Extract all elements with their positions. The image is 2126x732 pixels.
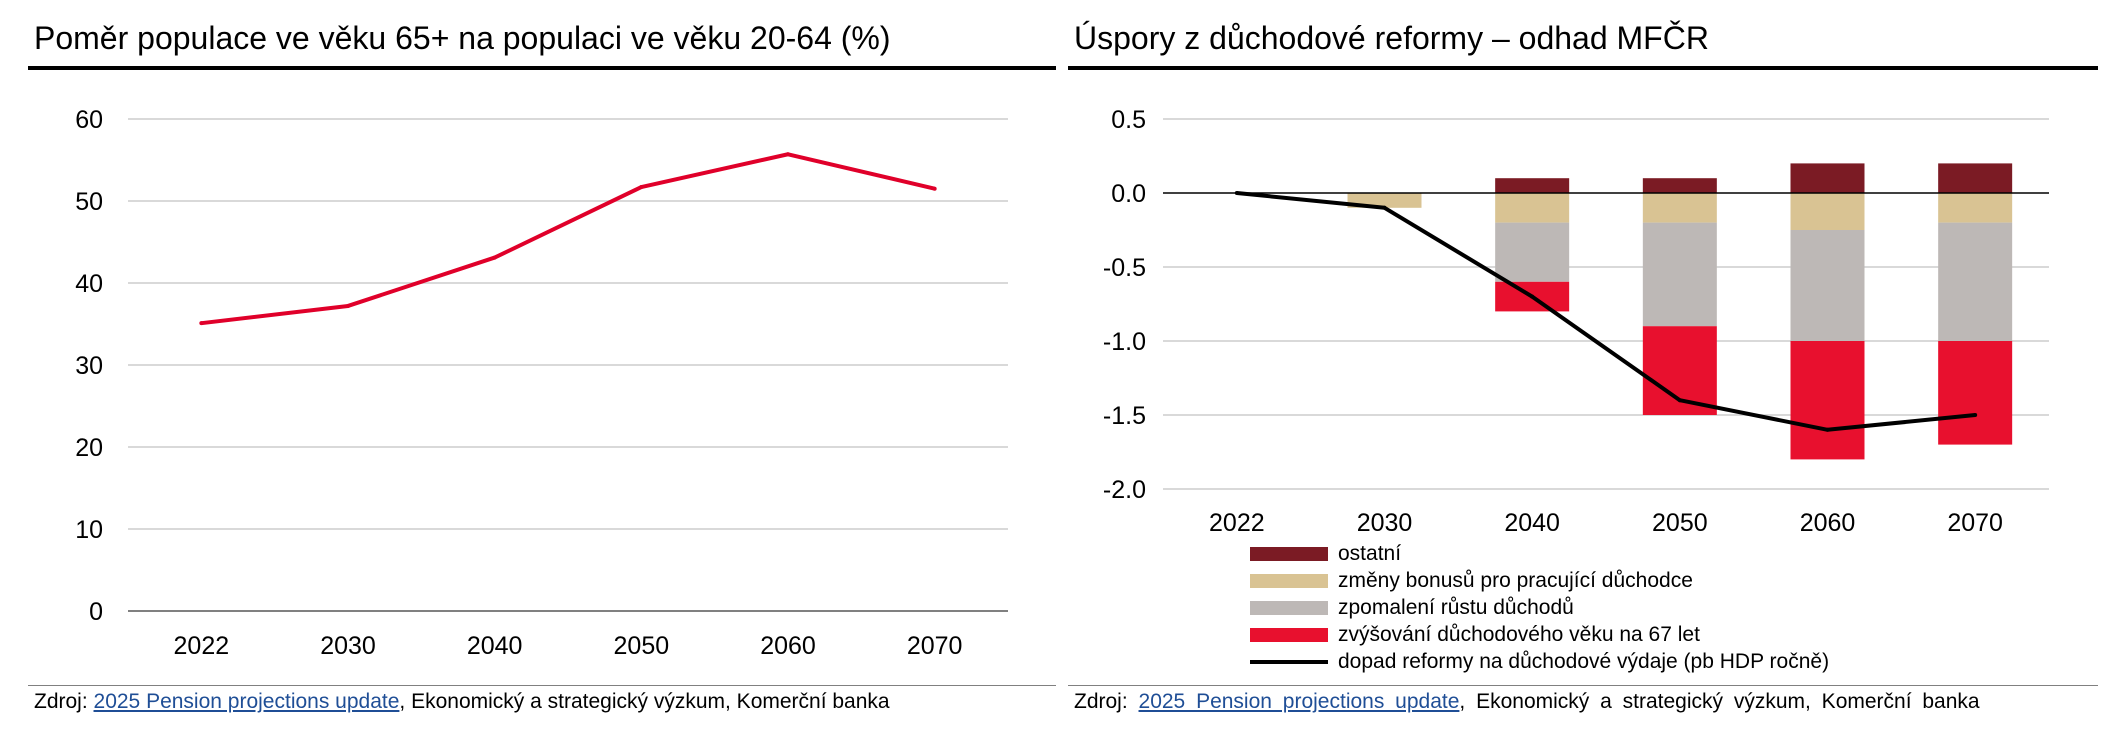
y-tick-label: -2.0 <box>1103 476 1146 504</box>
source-prefix: Zdroj: <box>1074 690 1139 713</box>
y-tick-label: 20 <box>75 434 103 462</box>
legend-swatch <box>1250 600 1328 615</box>
title-rule-left <box>28 66 1056 70</box>
reform-savings-chart: 0.5 0.0 -0.5 -1.0 -1.5 -2.0 2022 2030 2040 2050 20… <box>1103 106 2049 537</box>
legend-item: ostatní <box>1250 540 1829 567</box>
y-tick-label: 40 <box>75 270 103 298</box>
x-tick-label: 2050 <box>614 632 670 660</box>
impact-point <box>1530 294 1535 299</box>
y-tick-label: -1.0 <box>1103 328 1146 356</box>
legend-swatch <box>1250 627 1328 642</box>
bar-segment <box>1938 163 2013 193</box>
bar-segment <box>1938 222 2013 341</box>
y-tick-label: 60 <box>75 106 103 134</box>
data-point <box>786 152 790 157</box>
y-tick-label: -1.5 <box>1103 402 1146 430</box>
x-tick-label: 2060 <box>1800 509 1856 537</box>
legend-swatch <box>1250 573 1328 588</box>
bar-segment <box>1938 341 2013 445</box>
chart-title-right: Úspory z důchodové reformy – odhad MFČR <box>1074 20 1709 56</box>
x-tick-label: 2040 <box>1504 509 1560 537</box>
source-suffix: , Ekonomický a strategický výzkum, Komer… <box>399 690 890 713</box>
bar-segment <box>1938 193 2013 223</box>
source-link[interactable]: 2025 Pension projections update <box>1138 690 1460 713</box>
impact-point <box>1234 191 1239 195</box>
bar-segment <box>1495 193 1570 223</box>
chart-title-left: Poměr populace ve věku 65+ na populaci v… <box>34 20 891 56</box>
x-tick-label: 2070 <box>1947 509 2003 537</box>
legend-line-swatch <box>1250 659 1328 664</box>
impact-point <box>1825 427 1830 432</box>
impact-point <box>1973 413 1978 417</box>
legend-label: ostatní <box>1338 541 1402 565</box>
x-tick-label: 2060 <box>760 632 816 660</box>
source-note-left: Zdroj: 2025 Pension projections update, … <box>34 690 890 714</box>
y-tick-label: 30 <box>75 352 103 380</box>
x-tick-label: 2050 <box>1652 509 1708 537</box>
impact-line <box>1236 191 1976 432</box>
x-tick-label: 2030 <box>1357 509 1413 537</box>
impact-point <box>1382 205 1387 210</box>
legend-label: zpomalení růstu důchodů <box>1338 595 1574 619</box>
y-tick-label: 0.5 <box>1111 106 1146 134</box>
x-tick-label: 2022 <box>1209 509 1265 537</box>
bar-segment <box>1642 178 1717 193</box>
source-suffix: , Ekonomický a strategický výzkum, Komer… <box>1459 690 1980 713</box>
bar-segment <box>1790 230 1865 341</box>
x-tick-label: 2030 <box>320 632 376 660</box>
legend-item: změny bonusů pro pracující důchodce <box>1250 567 1829 594</box>
series-line <box>201 152 936 326</box>
source-prefix: Zdroj: <box>34 690 94 713</box>
bar-segment <box>1642 222 1717 327</box>
impact-point <box>1677 398 1682 403</box>
source-note-right: Zdroj: 2025 Pension projections update, … <box>1074 690 1980 714</box>
data-point <box>346 303 350 308</box>
data-point <box>639 185 644 190</box>
bar-segment <box>1790 163 1865 193</box>
source-rule-left <box>28 685 1056 686</box>
chart-legend: ostatní změny bonusů pro pracující důchod… <box>1250 540 1829 675</box>
bar-segment <box>1495 178 1570 193</box>
data-point <box>199 321 204 326</box>
bar-segment <box>1495 222 1570 282</box>
reform-savings-panel: Úspory z důchodové reformy – odhad MFČR … <box>1068 0 2098 732</box>
y-tick-label: -0.5 <box>1103 254 1146 282</box>
bar-segment <box>1790 193 1865 230</box>
y-tick-label: 0.0 <box>1111 180 1146 208</box>
bar-segment <box>1790 341 1865 460</box>
y-tick-label: 10 <box>75 516 103 544</box>
legend-item: zvýšování důchodového věku na 67 let <box>1250 621 1829 648</box>
legend-label: změny bonusů pro pracující důchodce <box>1338 568 1693 592</box>
legend-item: zpomalení růstu důchodů <box>1250 594 1829 621</box>
y-tick-label: 50 <box>75 188 103 216</box>
source-rule-right <box>1068 685 2098 686</box>
legend-label: zvýšování důchodového věku na 67 let <box>1338 622 1700 646</box>
data-point <box>932 186 937 191</box>
data-point <box>492 255 497 260</box>
title-rule-right <box>1068 66 2098 70</box>
x-tick-label: 2040 <box>467 632 523 660</box>
legend-label: dopad reformy na důchodové výdaje (pb HD… <box>1338 649 1830 673</box>
bar-segment <box>1642 193 1717 223</box>
source-link[interactable]: 2025 Pension projections update <box>93 690 400 713</box>
y-tick-label: 0 <box>89 598 103 626</box>
legend-item: dopad reformy na důchodové výdaje (pb HD… <box>1250 648 1829 675</box>
x-tick-label: 2022 <box>174 632 230 660</box>
population-ratio-panel: Poměr populace ve věku 65+ na populaci v… <box>28 0 1056 732</box>
x-tick-label: 2070 <box>907 632 963 660</box>
legend-swatch <box>1250 546 1328 561</box>
